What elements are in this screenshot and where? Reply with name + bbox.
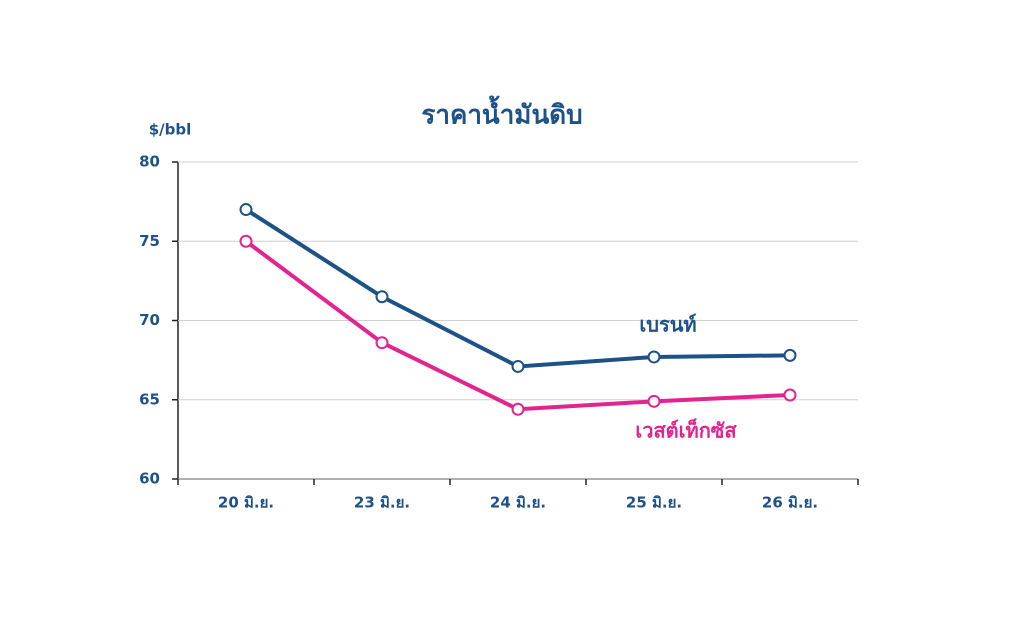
x-tick-label: 25 มิ.ย. [626,494,682,512]
x-tick-label: 20 มิ.ย. [218,494,274,512]
chart-title: ราคาน้ำมันดิบ [421,95,582,131]
data-point [375,290,389,304]
y-tick-label: 75 [139,232,160,250]
data-point [783,348,797,362]
series-line [244,239,791,412]
legend-label: เบรนท์ [639,313,696,337]
x-tick-label: 26 มิ.ย. [762,494,818,512]
y-tick-label: 80 [139,153,160,171]
legend-label: เวสต์เท็กซัส [635,418,737,443]
series-line [244,207,791,369]
y-tick-label: 65 [139,390,160,408]
y-axis-label: $/bbl [149,121,192,139]
data-point [239,203,253,217]
data-point [647,394,661,408]
data-point [647,350,661,364]
data-point [239,234,253,248]
data-point [511,359,525,373]
data-point [375,336,389,350]
y-tick-label: 60 [139,470,160,488]
x-tick-label: 24 มิ.ย. [490,494,546,512]
x-tick-label: 23 มิ.ย. [354,494,410,512]
data-point [511,402,525,416]
y-tick-label: 70 [139,311,160,329]
data-point [783,388,797,402]
